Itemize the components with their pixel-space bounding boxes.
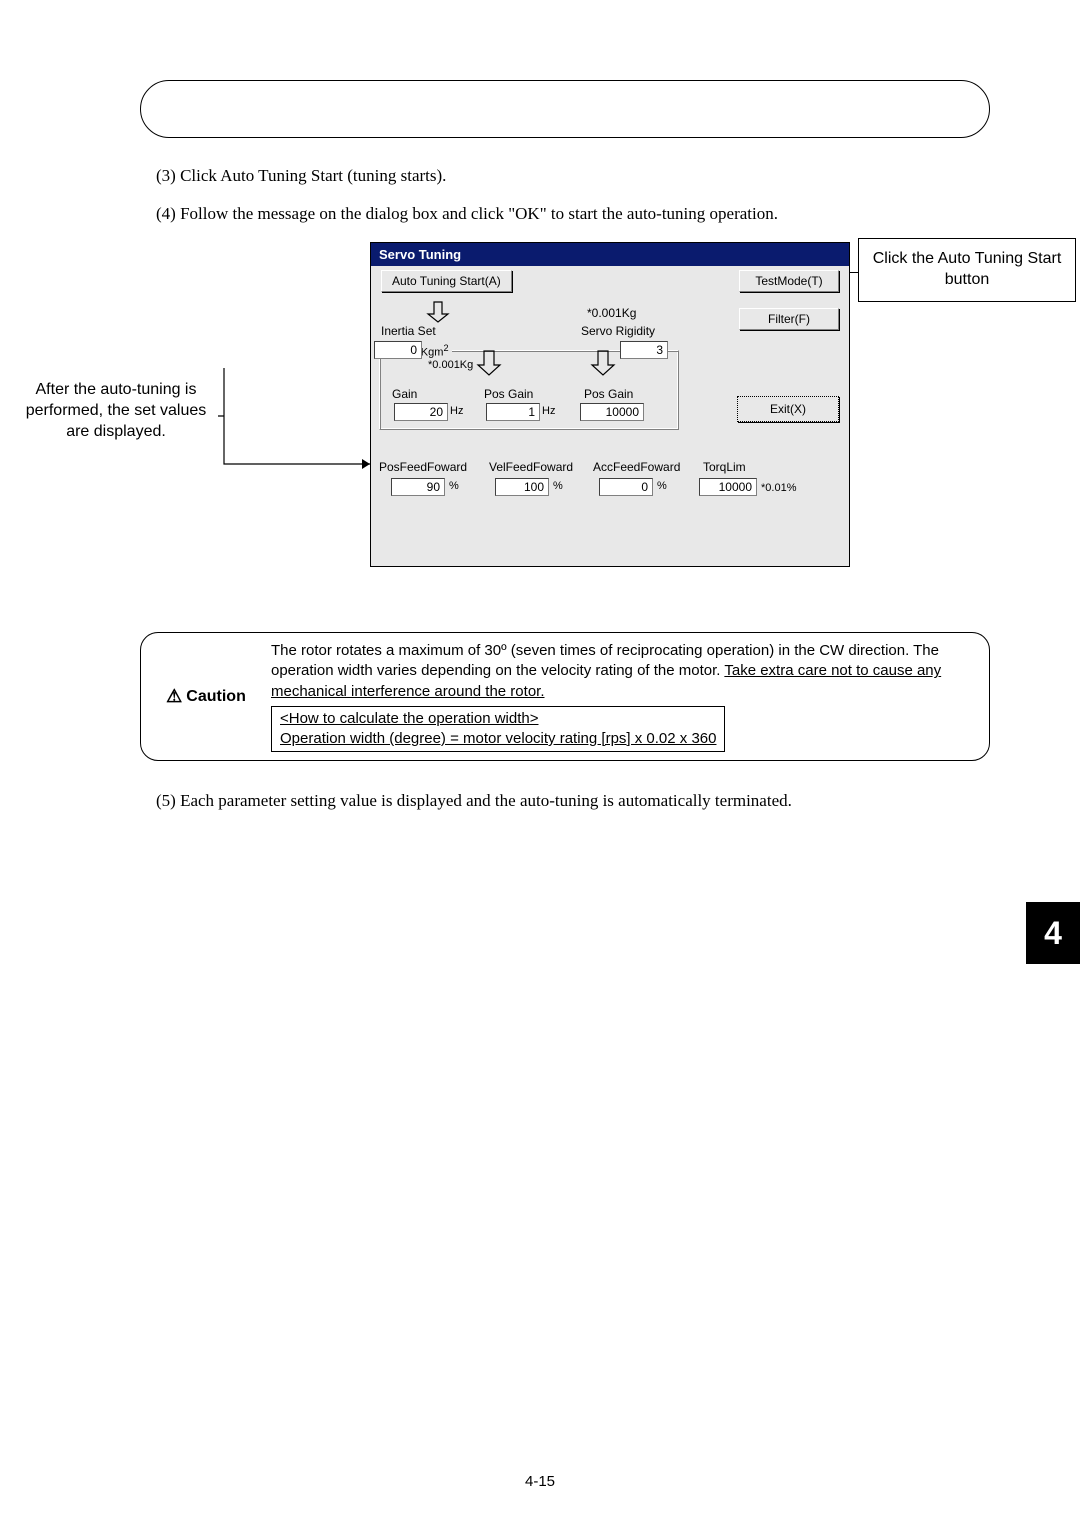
callout-auto-tuning: Click the Auto Tuning Start button	[858, 238, 1076, 302]
dialog-figure: Click the Auto Tuning Start button After…	[140, 242, 990, 602]
arrow-down-icon-2	[476, 349, 512, 379]
dialog-title: Servo Tuning	[371, 243, 849, 266]
warning-icon: ⚠	[166, 686, 182, 707]
caution-formula-box: <How to calculate the operation width> O…	[271, 706, 725, 753]
step-3: (3) Click Auto Tuning Start (tuning star…	[156, 166, 990, 186]
posgain-input[interactable]: 1	[486, 403, 540, 421]
kgm-sup: 2	[443, 343, 448, 353]
servo-tuning-dialog: Servo Tuning Auto Tuning Start(A) TestMo…	[370, 242, 850, 567]
callout-bracket	[218, 366, 378, 476]
hz2-label: Hz	[542, 405, 555, 417]
auto-tuning-start-button[interactable]: Auto Tuning Start(A)	[381, 270, 512, 292]
caution-formula: Operation width (degree) = motor velocit…	[280, 729, 716, 749]
posgain2-label: Pos Gain	[584, 387, 633, 401]
torqlim-label: TorqLim	[703, 460, 746, 474]
accff-label: AccFeedFoward	[593, 460, 680, 474]
accff-input[interactable]: 0	[599, 478, 653, 496]
posff-label: PosFeedFoward	[379, 460, 467, 474]
caution-label-cell: ⚠ Caution	[141, 633, 271, 760]
rigidity-input[interactable]: 3	[620, 341, 668, 359]
exit-button[interactable]: Exit(X)	[737, 396, 839, 422]
testmode-button[interactable]: TestMode(T)	[739, 270, 839, 292]
pct2: %	[553, 480, 563, 492]
filter-button[interactable]: Filter(F)	[739, 308, 839, 330]
velff-input[interactable]: 100	[495, 478, 549, 496]
posgain-label: Pos Gain	[484, 387, 533, 401]
pct3: %	[657, 480, 667, 492]
inertia-set-label: Inertia Set	[381, 324, 436, 338]
pct1: %	[449, 480, 459, 492]
kg-unit2-label: *0.001Kg	[428, 359, 473, 371]
callout-left-line2: performed, the set values	[8, 401, 224, 422]
callout-after-tuning: After the auto-tuning is performed, the …	[8, 380, 224, 442]
gain-input[interactable]: 20	[394, 403, 448, 421]
header-box	[140, 80, 990, 138]
kg-unit-label: *0.001Kg	[587, 306, 636, 320]
step-5: (5) Each parameter setting value is disp…	[156, 791, 990, 811]
gain-label: Gain	[392, 387, 417, 401]
callout-left-line3: are displayed.	[8, 422, 224, 443]
caution-label: Caution	[186, 688, 246, 706]
step-4: (4) Follow the message on the dialog box…	[156, 204, 990, 224]
inertia-input[interactable]: 0	[374, 341, 422, 359]
caution-box: ⚠ Caution The rotor rotates a maximum of…	[140, 632, 990, 761]
hz1-label: Hz	[450, 405, 463, 417]
velff-label: VelFeedFoward	[489, 460, 573, 474]
callout-left-line1: After the auto-tuning is	[8, 380, 224, 401]
torqlim-input[interactable]: 10000	[699, 478, 757, 496]
servo-rigidity-label: Servo Rigidity	[581, 324, 655, 338]
torq-unit: *0.01%	[761, 482, 796, 494]
arrow-down-icon-3	[590, 349, 626, 379]
posgain2-input[interactable]: 10000	[580, 403, 644, 421]
caution-text-1: The rotor rotates a maximum of 30º (seve…	[271, 641, 975, 706]
caution-how-title: <How to calculate the operation width>	[280, 709, 716, 729]
inertia-groupbox: *0.001Kgm2 0 *0.001Kg 3 Gain Pos Gain Po…	[379, 350, 679, 430]
page-tab: 4	[1026, 902, 1080, 964]
page-number: 4-15	[0, 1473, 1080, 1490]
posff-input[interactable]: 90	[391, 478, 445, 496]
